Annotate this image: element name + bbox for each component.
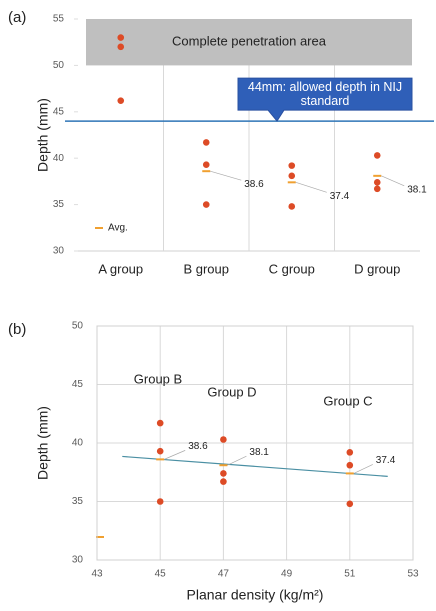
group-label: Group C (323, 393, 372, 408)
legend-label: Avg. (108, 223, 128, 234)
data-point (220, 436, 227, 443)
y-tick-label: 35 (53, 199, 65, 210)
data-point (346, 461, 354, 469)
data-point (288, 203, 296, 210)
x-tick-label: 53 (407, 569, 419, 580)
chart-title: (b) (8, 321, 26, 338)
data-point (373, 185, 381, 193)
x-tick-label: 51 (344, 569, 356, 580)
data-point (288, 162, 296, 169)
leader-line (381, 175, 405, 187)
y-tick-label: 50 (72, 321, 84, 332)
data-point (346, 500, 354, 508)
callout-box (237, 77, 413, 122)
y-tick-label: 45 (72, 379, 84, 390)
x-tick-label: D group (354, 261, 400, 276)
y-tick-label: 35 (72, 496, 84, 507)
leader-line (353, 464, 373, 474)
y-tick-label: 30 (53, 246, 65, 257)
x-tick-label: 49 (281, 569, 293, 580)
group-label: Group D (207, 384, 256, 399)
penetration-region (86, 19, 412, 66)
plot-border (96, 325, 414, 561)
callout-text: 44mm: allowed depth in NIJ standard (247, 80, 403, 109)
data-label: 38.6 (244, 179, 264, 190)
data-point (156, 447, 164, 455)
y-tick-label: 40 (72, 438, 84, 449)
x-tick-label: 45 (155, 569, 167, 580)
data-point (117, 97, 125, 104)
y-tick-label: 40 (53, 153, 65, 164)
data-label: 38.1 (407, 184, 427, 195)
data-point (288, 172, 296, 180)
data-label: 38.1 (249, 447, 269, 458)
y-axis-label: Depth (mm) (35, 406, 51, 480)
data-label: 37.4 (376, 455, 396, 466)
data-point (156, 419, 164, 427)
leader-line (227, 455, 247, 466)
x-tick-label: 43 (91, 569, 103, 580)
data-label: 37.4 (330, 191, 350, 202)
trend-line (122, 455, 388, 477)
x-tick-label: C group (269, 261, 315, 276)
data-point (202, 201, 210, 208)
y-tick-label: 30 (72, 555, 84, 566)
y-tick-label: 45 (53, 106, 65, 117)
y-tick-label: 55 (53, 14, 65, 25)
leader-line (295, 181, 327, 193)
data-point (117, 34, 125, 41)
data-point (220, 478, 227, 485)
data-point (202, 139, 210, 146)
data-point (373, 152, 381, 159)
data-point (117, 43, 125, 51)
data-point (220, 470, 227, 477)
callout: 44mm: allowed depth in NIJ standard (247, 80, 403, 109)
data-point (202, 161, 210, 168)
leader-line (164, 450, 186, 460)
data-label: 38.6 (188, 441, 208, 452)
x-tick-label: A group (98, 261, 143, 276)
data-point (373, 179, 381, 186)
group-label: Group B (134, 371, 182, 386)
data-point (156, 498, 164, 505)
leader-line (210, 170, 242, 181)
x-tick-label: B group (183, 261, 229, 276)
chart-title: (a) (8, 9, 26, 26)
x-axis-label: Planar density (kg/m²) (187, 587, 324, 603)
region-label: Complete penetration area (172, 34, 327, 49)
y-axis-label: Depth (mm) (35, 98, 51, 172)
data-point (346, 449, 354, 456)
y-tick-label: 50 (53, 60, 65, 71)
x-tick-label: 47 (218, 569, 230, 580)
